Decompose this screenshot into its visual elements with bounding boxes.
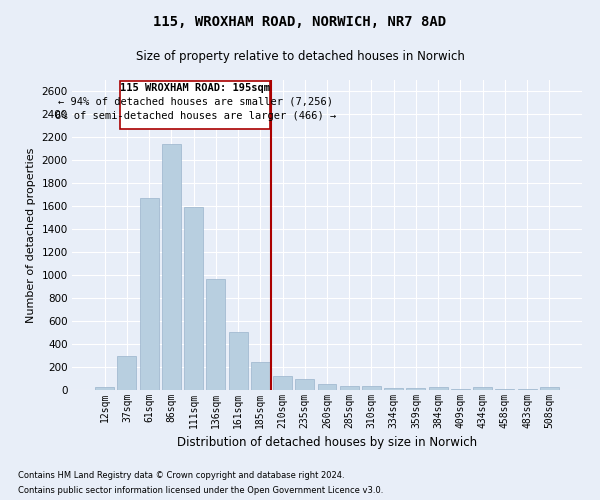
Bar <box>140 198 158 390</box>
Text: Contains HM Land Registry data © Crown copyright and database right 2024.: Contains HM Land Registry data © Crown c… <box>18 471 344 480</box>
Bar <box>273 376 292 390</box>
X-axis label: Distribution of detached houses by size in Norwich: Distribution of detached houses by size … <box>177 436 477 450</box>
Y-axis label: Number of detached properties: Number of detached properties <box>26 148 36 322</box>
Bar <box>451 389 470 390</box>
Text: 115, WROXHAM ROAD, NORWICH, NR7 8AD: 115, WROXHAM ROAD, NORWICH, NR7 8AD <box>154 15 446 29</box>
Bar <box>540 387 559 390</box>
Bar <box>473 387 492 390</box>
Bar <box>317 384 337 390</box>
Text: 6% of semi-detached houses are larger (466) →: 6% of semi-detached houses are larger (4… <box>55 110 336 120</box>
Bar <box>295 378 314 390</box>
Bar <box>362 386 381 390</box>
Text: Size of property relative to detached houses in Norwich: Size of property relative to detached ho… <box>136 50 464 63</box>
Text: ← 94% of detached houses are smaller (7,256): ← 94% of detached houses are smaller (7,… <box>58 97 333 107</box>
Bar <box>251 362 270 390</box>
Bar <box>229 332 248 390</box>
Bar <box>206 279 225 390</box>
Bar <box>118 356 136 390</box>
Text: 115 WROXHAM ROAD: 195sqm: 115 WROXHAM ROAD: 195sqm <box>120 83 270 93</box>
FancyBboxPatch shape <box>120 81 270 130</box>
Bar <box>95 387 114 390</box>
Text: Contains public sector information licensed under the Open Government Licence v3: Contains public sector information licen… <box>18 486 383 495</box>
Bar <box>496 389 514 390</box>
Bar <box>340 386 359 390</box>
Bar <box>162 144 181 390</box>
Bar <box>384 388 403 390</box>
Bar <box>429 387 448 390</box>
Bar <box>406 388 425 390</box>
Bar <box>184 207 203 390</box>
